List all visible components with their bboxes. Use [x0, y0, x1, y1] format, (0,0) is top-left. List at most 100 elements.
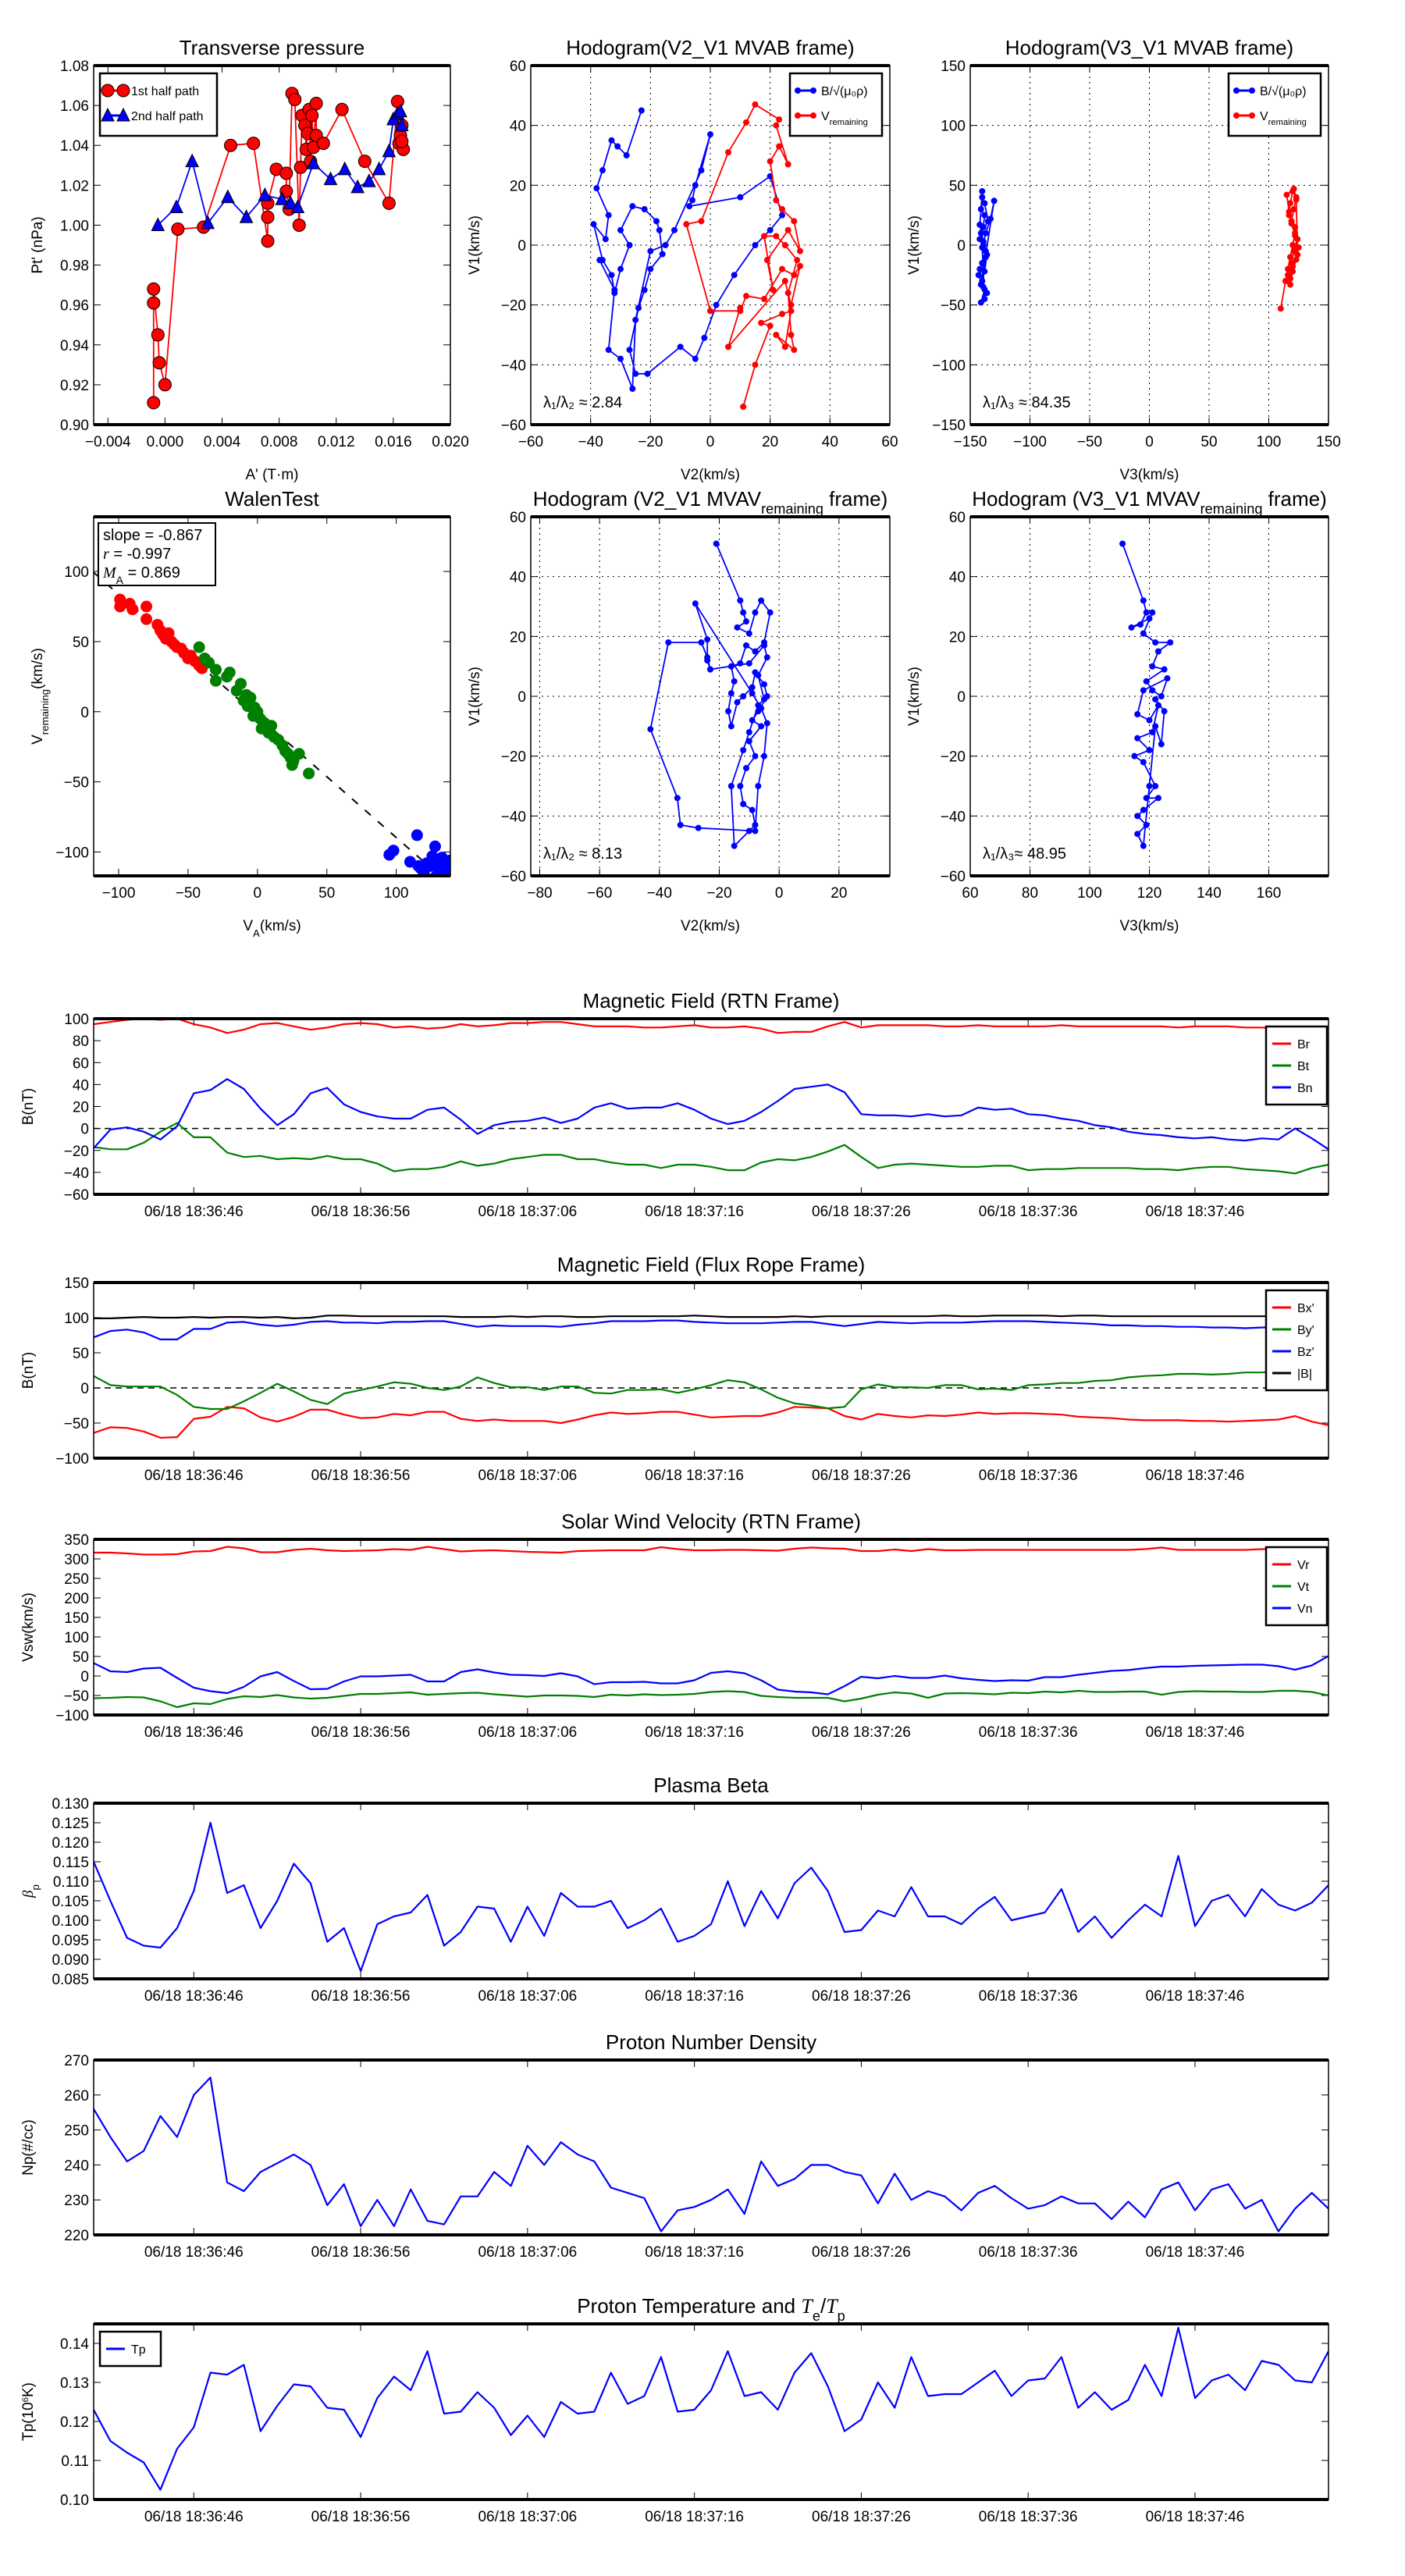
x-tick-label: 0.004: [204, 434, 241, 450]
legend-label: Vr: [1297, 1559, 1310, 1572]
chart-hodogram-v3-v1-mvav: Hodogram (V3_V1 MVAVremaining frame) 60 80…: [906, 487, 1329, 934]
y-axis-label-part: 6: [21, 2397, 30, 2402]
x-axis-label-part: V: [243, 918, 253, 934]
data-point: [752, 753, 759, 760]
plot-frame: [93, 2323, 1329, 2500]
x-tick-label: 0: [706, 434, 715, 450]
y-tick-label: 0: [518, 689, 526, 706]
data-point: [140, 613, 153, 625]
data-point: [1290, 247, 1297, 254]
data-point: [1282, 278, 1289, 284]
x-tick-label: −40: [647, 885, 672, 902]
series-green: [193, 641, 315, 780]
y-tick-label: −40: [501, 358, 526, 374]
legend-label: Bz': [1297, 1346, 1314, 1359]
data-point: [337, 161, 352, 176]
y-tick-label: −60: [64, 1187, 89, 1204]
chart-title-part: Hodogram (V3_V1 MVAV: [972, 487, 1200, 511]
data-point: [713, 301, 720, 308]
data-point: [626, 242, 633, 248]
data-point: [169, 199, 183, 213]
data-point: [372, 161, 386, 176]
data-point: [647, 265, 654, 272]
stats-line: r = -0.997: [103, 546, 171, 563]
x-tick-label: 06/18 18:37:46: [1146, 1988, 1245, 2005]
plot-frame: [93, 2059, 1329, 2236]
data-point: [740, 609, 747, 616]
data-point: [382, 196, 396, 210]
data-point: [982, 229, 989, 237]
plot-area: [94, 1315, 1329, 1439]
data-point: [770, 286, 777, 294]
data-point: [653, 218, 660, 225]
y-tick-label: −100: [55, 1708, 89, 1724]
series--b-: [94, 1315, 1329, 1319]
legend-entry: Bz': [1272, 1346, 1314, 1359]
y-axis-label-part: Tp(10: [20, 2402, 37, 2441]
y-tick-label: 0: [957, 689, 966, 706]
x-tick-label: 06/18 18:37:46: [1146, 1468, 1245, 1484]
data-point: [1292, 224, 1299, 230]
y-axis-label-part: p: [30, 1884, 41, 1890]
data-point: [1161, 708, 1168, 715]
data-point: [659, 251, 666, 258]
plot-frame: [530, 516, 891, 877]
x-tick-label: 06/18 18:37:16: [645, 2509, 744, 2525]
y-tick-label: 0.10: [60, 2492, 89, 2509]
y-tick-label: 60: [510, 59, 526, 75]
data-point: [788, 301, 795, 308]
plot-area: [647, 540, 774, 849]
legend-entry: Vn: [1272, 1603, 1313, 1616]
y-tick-label: 0: [957, 238, 966, 254]
y-tick-label: 100: [64, 564, 89, 581]
data-point: [781, 343, 788, 350]
y-tick-label: −40: [501, 809, 526, 825]
data-point: [761, 233, 767, 240]
chart-magnetic-field-flux-rope: Magnetic Field (Flux Rope Frame) 06/18 18…: [20, 1253, 1329, 1484]
data-point: [412, 859, 425, 872]
data-point: [1134, 711, 1141, 717]
data-point: [725, 708, 731, 715]
data-point: [1289, 263, 1297, 270]
legend-label-part: Br: [1297, 1038, 1311, 1051]
y-tick-label: 0.110: [53, 1874, 89, 1891]
data-point: [686, 203, 693, 210]
x-tick-label: 06/18 18:37:26: [812, 1988, 911, 2005]
x-tick-label: 06/18 18:37:06: [478, 1204, 577, 1220]
x-tick-label: 06/18 18:37:26: [812, 1724, 911, 1741]
series-line: [94, 1078, 1329, 1151]
data-point: [975, 272, 982, 279]
x-tick-label: −60: [518, 434, 543, 450]
chart-title-part: /: [820, 2294, 827, 2318]
x-axis-label: V3(km/s): [1120, 467, 1179, 483]
legend: Bx' By' Bz' |B|: [1264, 1289, 1329, 1392]
x-tick-label: 160: [1257, 885, 1282, 902]
data-point: [1140, 806, 1147, 813]
y-axis-label: Tp(106K): [20, 2382, 37, 2441]
legend: 1st half path 2nd half path: [98, 72, 219, 137]
data-point: [727, 663, 735, 670]
y-tick-label: 300: [64, 1552, 89, 1568]
chart-hodogram-v3-v1-mvab: Hodogram(V3_V1 MVAB frame) −150 −100 −50 0 50…: [906, 36, 1341, 483]
series-2nd-half-path: [151, 103, 409, 231]
y-tick-label: 1.00: [60, 218, 89, 234]
data-point: [987, 215, 994, 222]
eigenvalue-ratio-annotation: λ₁/λ₃≈ 48.95: [983, 845, 1066, 863]
y-tick-label: 0.12: [60, 2414, 89, 2431]
data-point: [632, 316, 639, 323]
x-tick-label: 06/18 18:36:56: [311, 1988, 411, 2005]
legend-entry: Bt: [1272, 1060, 1310, 1073]
x-axis-label-part: (km/s): [260, 918, 301, 934]
x-tick-label: 06/18 18:37:06: [478, 2244, 577, 2261]
y-tick-label: 20: [510, 178, 526, 194]
data-point: [316, 137, 330, 151]
data-point: [737, 304, 744, 311]
y-tick-label: 0.98: [60, 258, 89, 275]
y-tick-label: −20: [941, 749, 966, 766]
data-point: [734, 624, 741, 631]
y-axis-label-part: B(nT): [20, 1088, 37, 1126]
legend-entry: Bx': [1272, 1302, 1314, 1315]
data-point: [1287, 275, 1294, 282]
data-point: [1152, 783, 1159, 789]
data-point: [767, 609, 774, 616]
